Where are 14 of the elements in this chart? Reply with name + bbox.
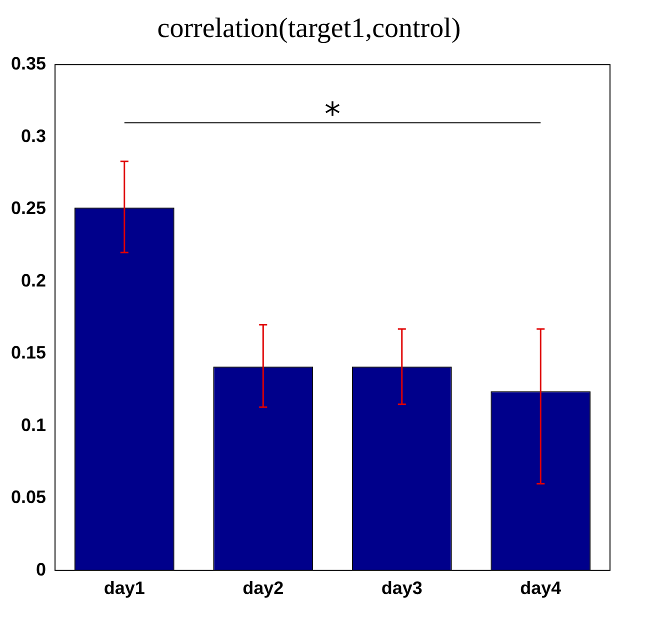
x-tick-label: day1	[104, 578, 145, 598]
y-tick-label: 0.3	[21, 126, 46, 146]
chart-title: correlation(target1,control)	[157, 13, 461, 44]
y-tick-label: 0.35	[10, 54, 46, 74]
x-tick-label: day2	[242, 578, 284, 598]
y-tick-label: 0.15	[10, 342, 46, 363]
y-tick-label: 0.05	[10, 487, 46, 508]
y-tick-label: 0.25	[10, 198, 46, 218]
y-tick-label: 0.2	[21, 270, 46, 290]
annotation: *	[324, 94, 341, 133]
x-tick-label: day3	[381, 578, 422, 598]
y-tick-label: 0.1	[21, 414, 46, 435]
y-tick-label: 0	[36, 559, 46, 580]
x-tick-label: day4	[520, 578, 562, 598]
